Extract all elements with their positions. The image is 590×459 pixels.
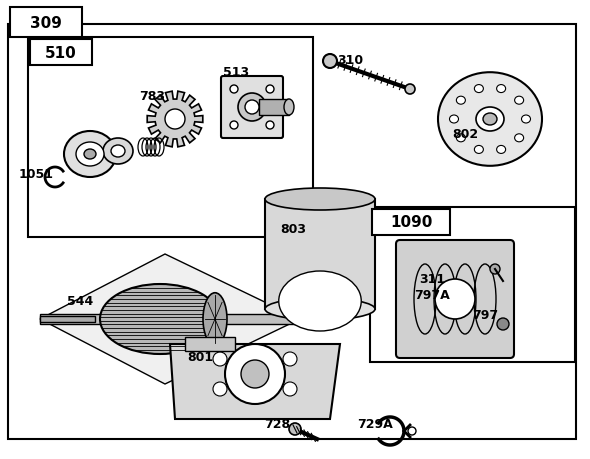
Ellipse shape (278, 271, 361, 331)
Ellipse shape (476, 108, 504, 132)
Circle shape (266, 86, 274, 94)
Text: eReplacementParts.com: eReplacementParts.com (219, 223, 371, 236)
Ellipse shape (514, 134, 523, 142)
Bar (185, 337, 235, 351)
Text: 802: 802 (452, 128, 478, 141)
Circle shape (490, 264, 500, 274)
Ellipse shape (483, 114, 497, 126)
Ellipse shape (474, 85, 483, 93)
Bar (10, 8, 82, 38)
Text: 311: 311 (419, 273, 445, 286)
Text: 513: 513 (223, 67, 249, 79)
Ellipse shape (64, 132, 116, 178)
Polygon shape (170, 344, 340, 419)
Ellipse shape (457, 97, 466, 105)
Ellipse shape (438, 73, 542, 167)
Ellipse shape (265, 189, 375, 211)
Ellipse shape (457, 134, 466, 142)
Circle shape (497, 318, 509, 330)
Ellipse shape (103, 139, 133, 165)
FancyBboxPatch shape (396, 241, 514, 358)
Text: 1090: 1090 (390, 215, 432, 230)
Ellipse shape (497, 85, 506, 93)
Polygon shape (40, 254, 300, 384)
Circle shape (408, 427, 416, 435)
Text: 309: 309 (30, 17, 62, 31)
Text: 783: 783 (139, 90, 165, 103)
Ellipse shape (284, 100, 294, 116)
Circle shape (225, 344, 285, 404)
Bar (370, 207, 575, 362)
Bar (40, 316, 95, 322)
Bar (40, 314, 300, 325)
Polygon shape (148, 92, 203, 147)
Circle shape (213, 352, 227, 366)
Ellipse shape (100, 285, 220, 354)
Circle shape (241, 360, 269, 388)
Bar (372, 210, 450, 235)
Ellipse shape (76, 143, 104, 167)
Circle shape (289, 423, 301, 435)
Ellipse shape (265, 298, 375, 320)
Ellipse shape (450, 116, 458, 124)
Circle shape (405, 85, 415, 95)
Circle shape (323, 55, 337, 69)
Ellipse shape (111, 146, 125, 157)
Circle shape (230, 122, 238, 130)
Circle shape (435, 280, 475, 319)
FancyBboxPatch shape (221, 77, 283, 139)
Bar (30, 40, 92, 66)
Bar (265, 200, 375, 309)
Text: 729A: 729A (357, 418, 393, 431)
Circle shape (283, 352, 297, 366)
Circle shape (283, 382, 297, 396)
Ellipse shape (245, 101, 259, 115)
Bar (28, 38, 313, 237)
Text: 801: 801 (187, 351, 213, 364)
Ellipse shape (203, 293, 227, 346)
Text: 310: 310 (337, 53, 363, 67)
Bar (259, 100, 289, 116)
Ellipse shape (474, 146, 483, 154)
Circle shape (165, 110, 185, 130)
Ellipse shape (522, 116, 530, 124)
Circle shape (213, 382, 227, 396)
Text: 510: 510 (45, 45, 77, 61)
Text: 728: 728 (264, 418, 290, 431)
Text: 797A: 797A (414, 289, 450, 302)
Circle shape (266, 122, 274, 130)
Ellipse shape (84, 150, 96, 160)
Circle shape (230, 86, 238, 94)
Text: 544: 544 (67, 295, 93, 308)
Text: 1051: 1051 (18, 168, 54, 181)
Text: 803: 803 (280, 223, 306, 236)
Ellipse shape (238, 94, 266, 122)
Ellipse shape (497, 146, 506, 154)
Text: 797: 797 (472, 309, 498, 322)
Ellipse shape (514, 97, 523, 105)
